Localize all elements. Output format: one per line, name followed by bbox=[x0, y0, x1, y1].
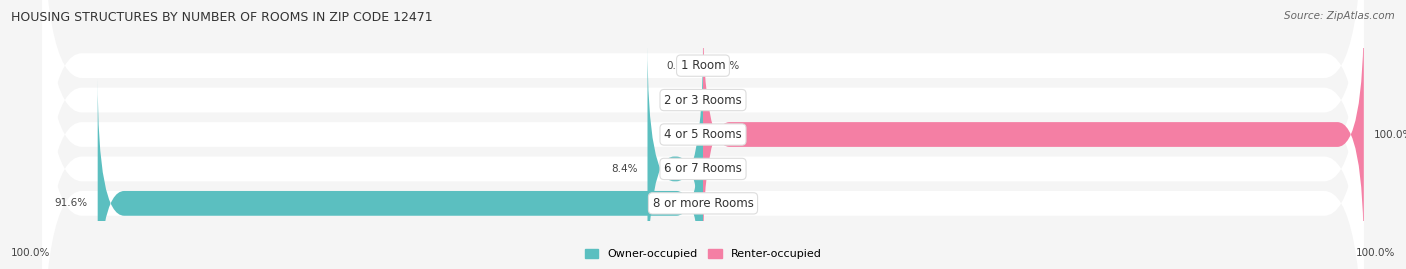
Text: 8.4%: 8.4% bbox=[612, 164, 637, 174]
FancyBboxPatch shape bbox=[42, 9, 1364, 269]
Text: Source: ZipAtlas.com: Source: ZipAtlas.com bbox=[1284, 11, 1395, 21]
Text: HOUSING STRUCTURES BY NUMBER OF ROOMS IN ZIP CODE 12471: HOUSING STRUCTURES BY NUMBER OF ROOMS IN… bbox=[11, 11, 433, 24]
Text: 2 or 3 Rooms: 2 or 3 Rooms bbox=[664, 94, 742, 107]
FancyBboxPatch shape bbox=[42, 0, 1364, 269]
Legend: Owner-occupied, Renter-occupied: Owner-occupied, Renter-occupied bbox=[581, 244, 825, 263]
FancyBboxPatch shape bbox=[703, 9, 1364, 260]
Text: 0.0%: 0.0% bbox=[713, 61, 740, 71]
Text: 100.0%: 100.0% bbox=[1355, 248, 1395, 258]
Text: 0.0%: 0.0% bbox=[666, 95, 693, 105]
Text: 0.0%: 0.0% bbox=[713, 198, 740, 208]
FancyBboxPatch shape bbox=[648, 44, 703, 269]
Text: 0.0%: 0.0% bbox=[666, 129, 693, 140]
FancyBboxPatch shape bbox=[42, 0, 1364, 269]
Text: 100.0%: 100.0% bbox=[1374, 129, 1406, 140]
Text: 8 or more Rooms: 8 or more Rooms bbox=[652, 197, 754, 210]
Text: 0.0%: 0.0% bbox=[713, 164, 740, 174]
Text: 0.0%: 0.0% bbox=[713, 95, 740, 105]
FancyBboxPatch shape bbox=[42, 0, 1364, 269]
FancyBboxPatch shape bbox=[97, 78, 703, 269]
Text: 1 Room: 1 Room bbox=[681, 59, 725, 72]
FancyBboxPatch shape bbox=[42, 0, 1364, 260]
Text: 4 or 5 Rooms: 4 or 5 Rooms bbox=[664, 128, 742, 141]
Text: 100.0%: 100.0% bbox=[11, 248, 51, 258]
Text: 6 or 7 Rooms: 6 or 7 Rooms bbox=[664, 162, 742, 175]
Text: 91.6%: 91.6% bbox=[55, 198, 87, 208]
Text: 0.0%: 0.0% bbox=[666, 61, 693, 71]
